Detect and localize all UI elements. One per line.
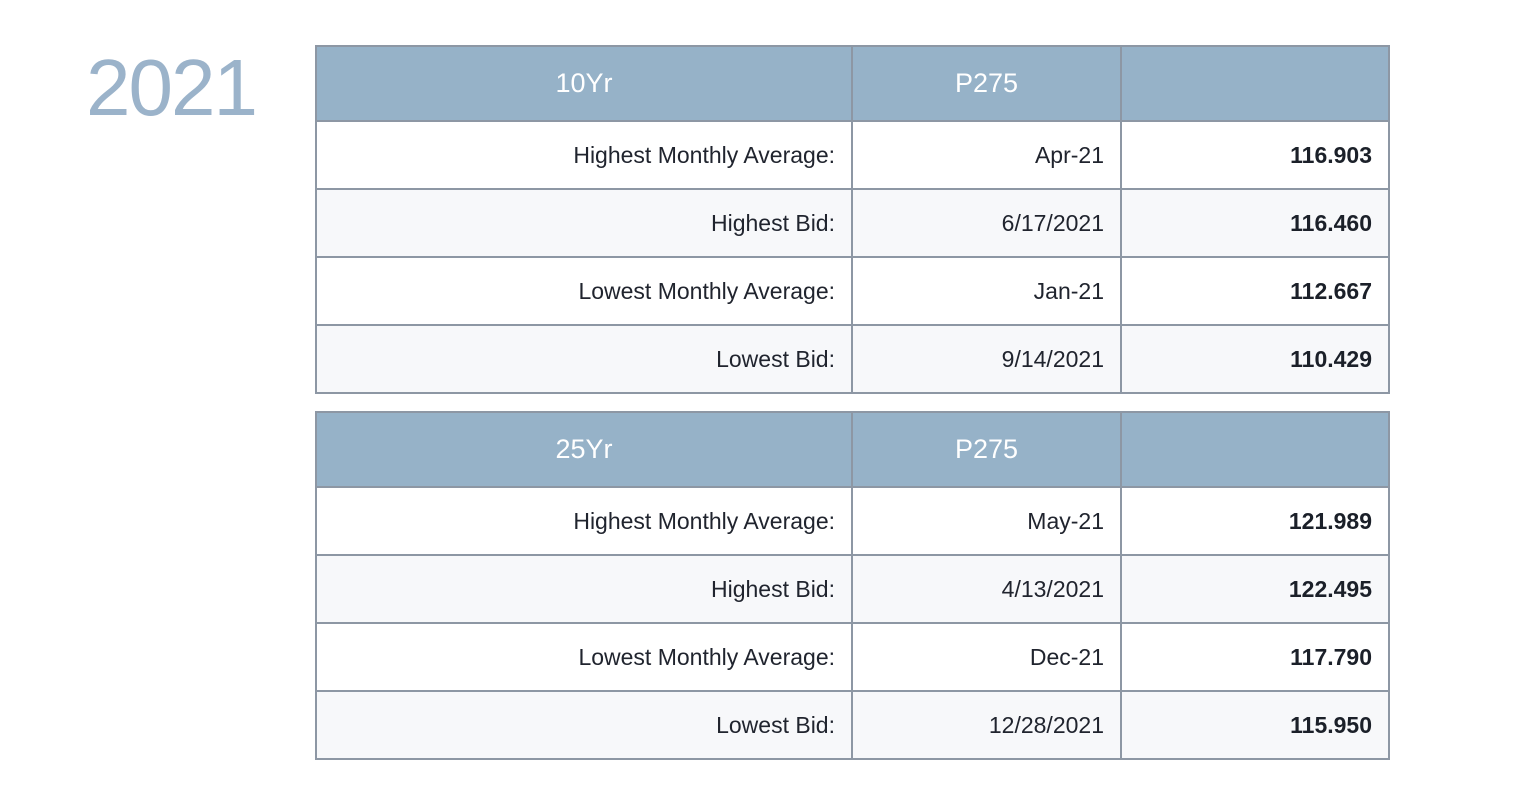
series-header: P275 <box>851 45 1122 122</box>
row-value: 115.950 <box>1120 690 1390 760</box>
row-date: 9/14/2021 <box>851 324 1122 394</box>
table-header-row: 25Yr P275 <box>315 411 1390 488</box>
row-value: 121.989 <box>1120 486 1390 556</box>
series-header: P275 <box>851 411 1122 488</box>
row-label: Highest Bid: <box>315 188 853 258</box>
table-row: Lowest Monthly Average: Jan-21 112.667 <box>315 256 1390 326</box>
row-label: Lowest Monthly Average: <box>315 256 853 326</box>
row-date: Apr-21 <box>851 120 1122 190</box>
row-label: Lowest Monthly Average: <box>315 622 853 692</box>
row-value: 122.495 <box>1120 554 1390 624</box>
empty-header <box>1120 45 1390 122</box>
empty-header <box>1120 411 1390 488</box>
term-header: 10Yr <box>315 45 853 122</box>
row-label: Highest Monthly Average: <box>315 120 853 190</box>
table-row: Highest Bid: 6/17/2021 116.460 <box>315 188 1390 258</box>
row-date: Jan-21 <box>851 256 1122 326</box>
row-date: 4/13/2021 <box>851 554 1122 624</box>
year-label: 2021 <box>86 43 258 132</box>
stats-table-25yr: 25Yr P275 Highest Monthly Average: May-2… <box>315 411 1390 760</box>
row-value: 116.460 <box>1120 188 1390 258</box>
row-date: May-21 <box>851 486 1122 556</box>
table-row: Lowest Bid: 12/28/2021 115.950 <box>315 690 1390 760</box>
tables-container: 10Yr P275 Highest Monthly Average: Apr-2… <box>315 45 1390 777</box>
table-header-row: 10Yr P275 <box>315 45 1390 122</box>
row-value: 117.790 <box>1120 622 1390 692</box>
row-date: Dec-21 <box>851 622 1122 692</box>
row-label: Lowest Bid: <box>315 324 853 394</box>
table-row: Highest Monthly Average: Apr-21 116.903 <box>315 120 1390 190</box>
row-label: Lowest Bid: <box>315 690 853 760</box>
row-label: Highest Monthly Average: <box>315 486 853 556</box>
table-row: Lowest Bid: 9/14/2021 110.429 <box>315 324 1390 394</box>
table-row: Lowest Monthly Average: Dec-21 117.790 <box>315 622 1390 692</box>
row-value: 116.903 <box>1120 120 1390 190</box>
table-row: Highest Monthly Average: May-21 121.989 <box>315 486 1390 556</box>
row-date: 12/28/2021 <box>851 690 1122 760</box>
stats-table-10yr: 10Yr P275 Highest Monthly Average: Apr-2… <box>315 45 1390 394</box>
table-row: Highest Bid: 4/13/2021 122.495 <box>315 554 1390 624</box>
row-label: Highest Bid: <box>315 554 853 624</box>
row-value: 110.429 <box>1120 324 1390 394</box>
term-header: 25Yr <box>315 411 853 488</box>
row-date: 6/17/2021 <box>851 188 1122 258</box>
row-value: 112.667 <box>1120 256 1390 326</box>
